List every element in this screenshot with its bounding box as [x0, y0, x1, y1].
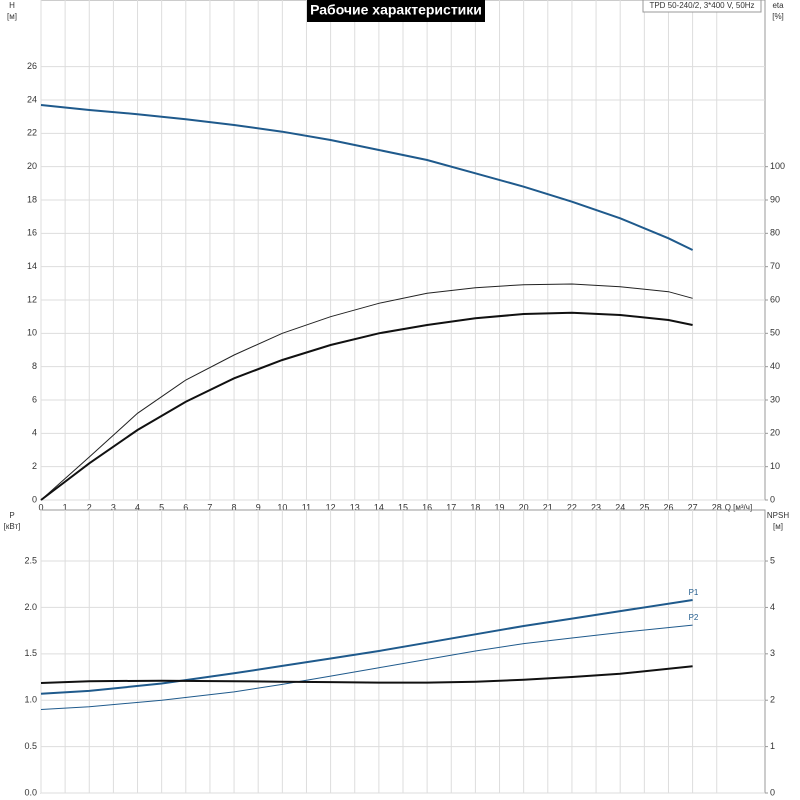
y-tick-label: 10	[27, 328, 37, 338]
y-tick-label: 0.0	[24, 787, 37, 797]
x-tick-label: 26	[663, 502, 673, 512]
y-tick-label: 12	[27, 294, 37, 304]
y-tick-label: 26	[27, 61, 37, 71]
series-line	[40, 104, 694, 251]
y-tick-label: 24	[27, 94, 37, 104]
y-tick-label: 20	[27, 161, 37, 171]
x-tick-label: 28	[712, 502, 722, 512]
y-tick-label: 18	[27, 194, 37, 204]
x-tick-label: 8	[232, 502, 237, 512]
y2-tick-label: 20	[770, 428, 780, 438]
y-tick-label: 16	[27, 228, 37, 238]
y-axis-label: [кВт]	[4, 522, 21, 531]
subtitle-box	[642, 0, 762, 13]
x-tick-label: 16	[422, 502, 432, 512]
x-tick-label: 18	[470, 502, 480, 512]
y-tick-label: 2.5	[24, 555, 37, 565]
series-line	[40, 665, 693, 684]
series-label: P1	[689, 588, 699, 597]
x-tick-label: 9	[256, 502, 261, 512]
x-tick-label: 6	[183, 502, 188, 512]
x-tick-label: 13	[350, 502, 360, 512]
x-tick-label: 14	[374, 502, 384, 512]
x-tick-label: 5	[159, 502, 164, 512]
y2-tick-label: 80	[770, 228, 780, 238]
x-tick-label: 1	[63, 502, 68, 512]
x-tick-label: 4	[135, 502, 140, 512]
x-tick-label: 17	[446, 502, 456, 512]
y-tick-label: 8	[32, 361, 37, 371]
x-tick-label: 15	[398, 502, 408, 512]
x-tick-label: 20	[519, 502, 529, 512]
chart-title: Рабочие характеристики	[310, 2, 482, 18]
series-line	[40, 599, 693, 695]
x-tick-label: 2	[87, 502, 92, 512]
y-tick-label: 14	[27, 261, 37, 271]
y2-tick-label: 90	[770, 194, 780, 204]
y2-tick-label: 4	[770, 602, 775, 612]
x-tick-label: 11	[302, 502, 311, 512]
series-line	[40, 624, 693, 710]
y2-tick-label: 60	[770, 294, 780, 304]
y2-tick-label: 3	[770, 648, 775, 658]
x-axis-label: Q [м³/ч]	[725, 503, 752, 512]
y-tick-label: 2.0	[24, 602, 37, 612]
y2-tick-label: 1	[770, 741, 775, 751]
y-tick-label: 1.0	[24, 695, 37, 705]
x-tick-label: 7	[207, 502, 212, 512]
y-axis-label: [м]	[7, 12, 17, 21]
y2-tick-label: 2	[770, 695, 775, 705]
series-label: P2	[689, 613, 699, 622]
y-tick-label: 0	[32, 494, 37, 504]
chart-subtitle: TPD 50-240/2, 3*400 V, 50Hz	[649, 1, 754, 10]
y2-tick-label: 30	[770, 394, 780, 404]
x-tick-label: 27	[688, 502, 698, 512]
y2-tick-label: 5	[770, 555, 775, 565]
y2-tick-label: 50	[770, 328, 780, 338]
y2-axis-label: [%]	[772, 12, 784, 21]
y2-tick-label: 0	[770, 787, 775, 797]
series-line	[40, 283, 693, 501]
y-tick-label: 22	[27, 128, 37, 138]
y-tick-label: 1.5	[24, 648, 37, 658]
y2-tick-label: 10	[770, 461, 780, 471]
y-tick-label: 4	[32, 428, 37, 438]
y2-axis-label: eta	[772, 1, 784, 10]
title-box	[307, 0, 485, 22]
x-tick-label: 21	[543, 502, 553, 512]
x-tick-label: 22	[567, 502, 577, 512]
x-tick-label: 24	[615, 502, 625, 512]
y-tick-label: 2	[32, 461, 37, 471]
y2-axis-label: [м]	[773, 522, 783, 531]
x-tick-label: 3	[111, 502, 116, 512]
x-tick-label: 12	[326, 502, 336, 512]
y2-tick-label: 0	[770, 494, 775, 504]
x-tick-label: 25	[639, 502, 649, 512]
y-axis-label: P	[9, 511, 14, 520]
y-tick-label: 0.5	[24, 741, 37, 751]
y2-tick-label: 70	[770, 261, 780, 271]
y-tick-label: 6	[32, 394, 37, 404]
x-tick-label: 0	[38, 502, 43, 512]
y-axis-label: H	[9, 1, 15, 10]
series-line	[40, 311, 693, 501]
x-tick-label: 23	[591, 502, 601, 512]
y2-tick-label: 40	[770, 361, 780, 371]
x-tick-label: 19	[495, 502, 505, 512]
y2-axis-label: NPSH	[767, 511, 789, 520]
x-tick-label: 10	[277, 502, 287, 512]
y2-tick-label: 100	[770, 161, 785, 171]
